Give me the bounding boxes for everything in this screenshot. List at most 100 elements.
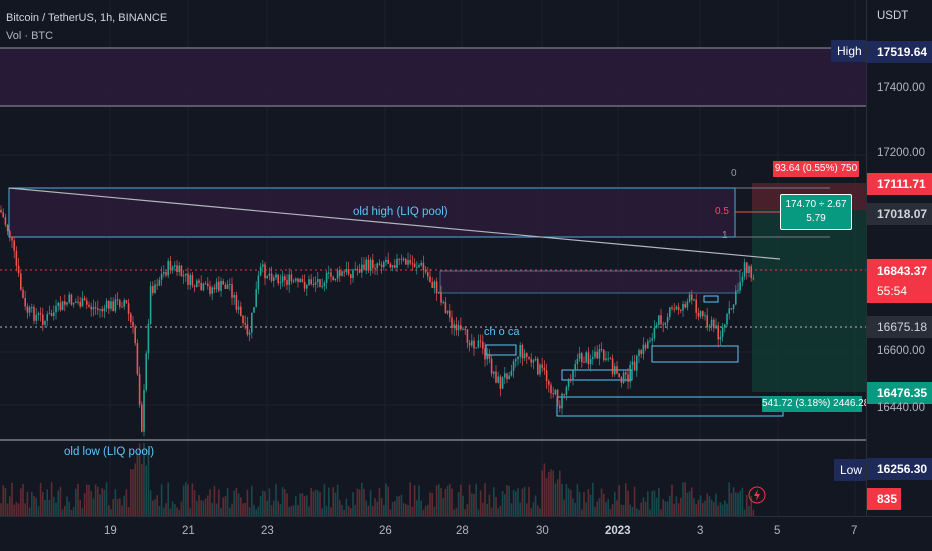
candle-body — [286, 280, 288, 285]
volume-bar — [523, 486, 526, 516]
volume-bar — [537, 505, 539, 516]
volume-bar — [233, 490, 235, 516]
candle-body — [6, 224, 9, 232]
symbol-title[interactable]: Bitcoin / TetherUS, 1h, BINANCE — [6, 12, 168, 24]
candle-body — [411, 263, 414, 265]
candle-body — [42, 314, 44, 325]
candle-body — [35, 314, 37, 321]
candle-body — [444, 301, 447, 313]
candle-body — [517, 356, 519, 360]
volume-bar — [301, 493, 304, 516]
candle-body — [495, 371, 497, 383]
volume-bar — [468, 484, 471, 516]
reward-zone — [752, 210, 866, 392]
candle-body — [658, 315, 660, 325]
high-zone — [0, 48, 866, 106]
candle-body — [361, 264, 363, 273]
time-tick: 28 — [456, 525, 469, 537]
volume-bar — [354, 504, 356, 516]
volume-bar — [446, 485, 449, 516]
volume-bar — [730, 493, 733, 516]
volume-bar — [614, 492, 616, 516]
candle-body — [378, 263, 381, 265]
volume-bar — [532, 502, 535, 516]
volume-bar — [169, 508, 172, 516]
candle-body — [312, 284, 315, 286]
volume-bar — [224, 496, 227, 516]
volume-bar — [35, 497, 37, 516]
volume-bar — [68, 501, 70, 516]
volume-bar — [596, 501, 598, 516]
candle-body — [532, 360, 535, 363]
candle-body — [380, 264, 383, 268]
candle-body — [539, 364, 541, 375]
time-axis[interactable]: 19 21 23 26 28 30 2023 3 5 7 — [0, 516, 932, 551]
lightning-icon[interactable] — [748, 486, 766, 504]
candle-body — [583, 362, 585, 364]
volume-bar — [499, 505, 502, 516]
candle-body — [647, 341, 649, 349]
candle-body — [339, 270, 341, 276]
volume-bar — [466, 504, 469, 516]
time-tick: 5 — [774, 525, 781, 537]
volume-bar — [642, 497, 645, 516]
volume-bar — [735, 492, 737, 516]
ratio-line-1: 174.70 ÷ 2.67 — [785, 199, 847, 210]
candle-body — [147, 323, 150, 354]
volume-bar — [493, 487, 495, 516]
candle-body — [306, 285, 308, 289]
volume-bar — [154, 499, 156, 516]
volume-bar — [312, 491, 315, 516]
volume-bar — [746, 495, 748, 516]
candle-body — [61, 301, 64, 310]
volume-bar — [550, 469, 552, 516]
candle-body — [693, 299, 695, 301]
volume-bar — [270, 505, 273, 516]
candle-body — [317, 279, 319, 283]
volume-bar — [697, 499, 700, 516]
old-high-label: old high (LIQ pool) — [353, 206, 448, 218]
candle-body — [174, 265, 176, 267]
candle-body — [92, 307, 95, 310]
volume-bar — [543, 463, 546, 516]
price-chart[interactable] — [0, 0, 866, 516]
volume-bar — [2, 485, 4, 516]
candle-body — [699, 311, 702, 317]
price-tick: 16440.00 — [877, 402, 925, 414]
candle-body — [185, 273, 187, 276]
volume-bar — [548, 471, 550, 516]
candle-body — [341, 271, 343, 276]
volume-bar — [512, 490, 515, 516]
volume-bar — [352, 492, 354, 516]
candle-body — [402, 258, 405, 260]
volume-bar — [387, 486, 389, 516]
time-tick: 23 — [261, 525, 274, 537]
volume-bar — [647, 491, 649, 516]
candle-body — [446, 310, 449, 313]
candle-body — [367, 259, 370, 271]
candle-body — [28, 307, 31, 313]
candle-body — [354, 268, 356, 270]
candle-body — [416, 267, 418, 269]
candle-body — [559, 405, 561, 409]
candle-body — [598, 349, 601, 359]
volume-indicator-label[interactable]: Vol · BTC — [6, 30, 54, 42]
candle-body — [213, 287, 216, 290]
price-axis[interactable]: USDT 17519.64 17400.00 17200.00 17111.71… — [866, 0, 932, 516]
volume-bar — [284, 488, 286, 516]
volume-bar — [86, 484, 88, 516]
candle-body — [506, 373, 508, 380]
volume-bar — [0, 503, 2, 516]
volume-bar — [724, 500, 726, 516]
volume-bar — [636, 508, 638, 516]
volume-bar — [202, 500, 205, 516]
volume-bar — [385, 483, 387, 516]
volume-bar — [240, 497, 242, 516]
volume-bar — [130, 469, 132, 516]
candle-body — [471, 340, 473, 346]
volume-bar — [319, 492, 321, 516]
volume-bar — [158, 506, 161, 516]
volume-bar — [72, 506, 75, 516]
volume-bar — [565, 484, 568, 516]
volume-bar — [583, 492, 585, 516]
